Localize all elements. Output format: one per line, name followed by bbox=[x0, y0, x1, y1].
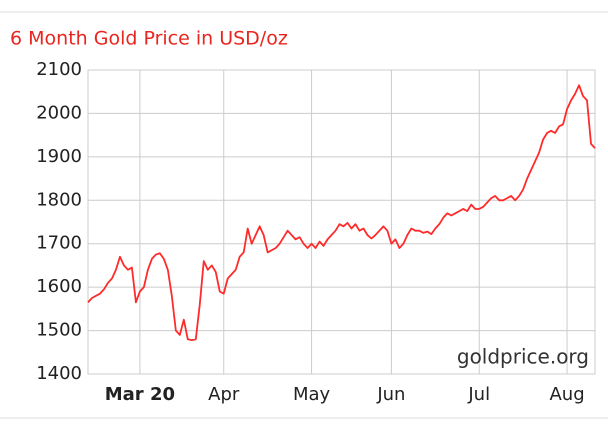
x-tick-label: Jul bbox=[467, 384, 490, 405]
x-tick-label: May bbox=[293, 384, 331, 405]
y-tick-label: 1600 bbox=[36, 276, 82, 297]
y-tick-label: 2100 bbox=[36, 59, 82, 80]
y-tick-label: 2000 bbox=[36, 102, 82, 123]
x-tick-label: Apr bbox=[208, 384, 240, 405]
x-tick-label: Mar 20 bbox=[105, 384, 175, 405]
watermark: goldprice.org bbox=[457, 345, 589, 369]
x-tick-label: Jun bbox=[376, 384, 405, 405]
y-tick-label: 1500 bbox=[36, 320, 82, 341]
y-tick-label: 1900 bbox=[36, 146, 82, 167]
chart-title: 6 Month Gold Price in USD/oz bbox=[10, 28, 288, 50]
y-tick-label: 1700 bbox=[36, 233, 82, 254]
y-tick-label: 1400 bbox=[36, 363, 82, 384]
x-tick-label: Aug bbox=[549, 384, 584, 405]
plot-area bbox=[87, 69, 596, 375]
y-tick-label: 1800 bbox=[36, 189, 82, 210]
price-line bbox=[87, 84, 596, 342]
